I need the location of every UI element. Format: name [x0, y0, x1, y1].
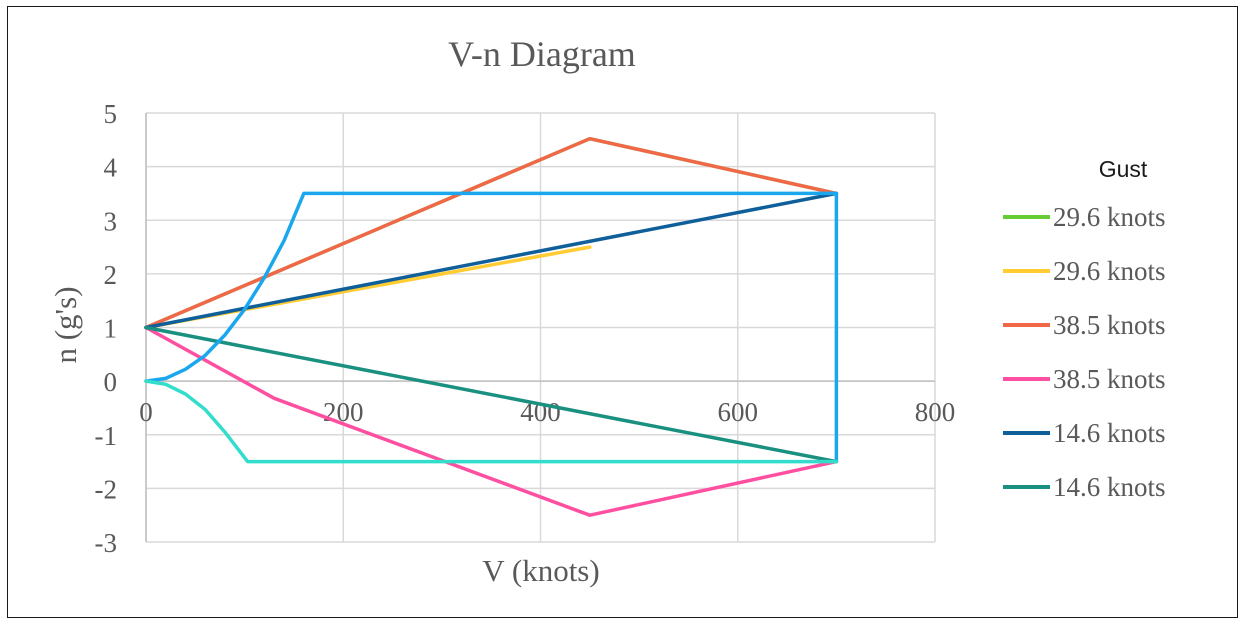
x-tick-label: 800 — [915, 397, 956, 427]
y-tick-label: -3 — [95, 528, 118, 558]
y-tick-label: -1 — [95, 421, 118, 451]
x-tick-labels: 0 200 400 600 800 — [139, 397, 955, 427]
x-axis-label: V (knots) — [482, 553, 599, 588]
legend-item: 29.6 knots — [1003, 256, 1166, 286]
gridlines — [145, 112, 936, 543]
legend-item: 14.6 knots — [1003, 472, 1166, 502]
series-line-4 — [144, 325, 839, 517]
series-line-3 — [144, 136, 839, 330]
x-tick-label: 0 — [139, 397, 153, 427]
y-tick-label: 4 — [104, 153, 118, 183]
chart-title: V-n Diagram — [448, 34, 636, 74]
y-tick-label: 1 — [104, 314, 118, 344]
legend-label: 29.6 knots — [1053, 202, 1166, 232]
y-tick-label: 0 — [104, 367, 118, 397]
legend-label: 29.6 knots — [1053, 256, 1166, 286]
y-axis-label: n (g's) — [48, 286, 83, 363]
legend-title: Gust — [1099, 156, 1148, 182]
legend-label: 38.5 knots — [1053, 364, 1166, 394]
chart-frame — [7, 6, 1238, 618]
series-line-5 — [144, 191, 839, 330]
series-line-6 — [144, 325, 839, 464]
legend: Gust 29.6 knots 29.6 knots 38.5 knots 38.5 … — [1003, 156, 1166, 502]
y-tick-label: 2 — [104, 260, 118, 290]
legend-item: 29.6 knots — [1003, 202, 1166, 232]
series-line-8 — [144, 379, 839, 464]
y-tick-labels: 5 4 3 2 1 0 -1 -2 -3 — [95, 99, 118, 558]
y-tick-label: 5 — [104, 99, 118, 129]
series-lines — [144, 136, 839, 517]
legend-item: 14.6 knots — [1003, 418, 1166, 448]
legend-label: 14.6 knots — [1053, 472, 1166, 502]
legend-item: 38.5 knots — [1003, 310, 1166, 340]
legend-label: 14.6 knots — [1053, 418, 1166, 448]
y-tick-label: 3 — [104, 206, 118, 236]
y-tick-label: -2 — [95, 474, 118, 504]
x-tick-label: 600 — [718, 397, 759, 427]
series-line-7 — [144, 191, 839, 464]
legend-label: 38.5 knots — [1053, 310, 1166, 340]
legend-item: 38.5 knots — [1003, 364, 1166, 394]
